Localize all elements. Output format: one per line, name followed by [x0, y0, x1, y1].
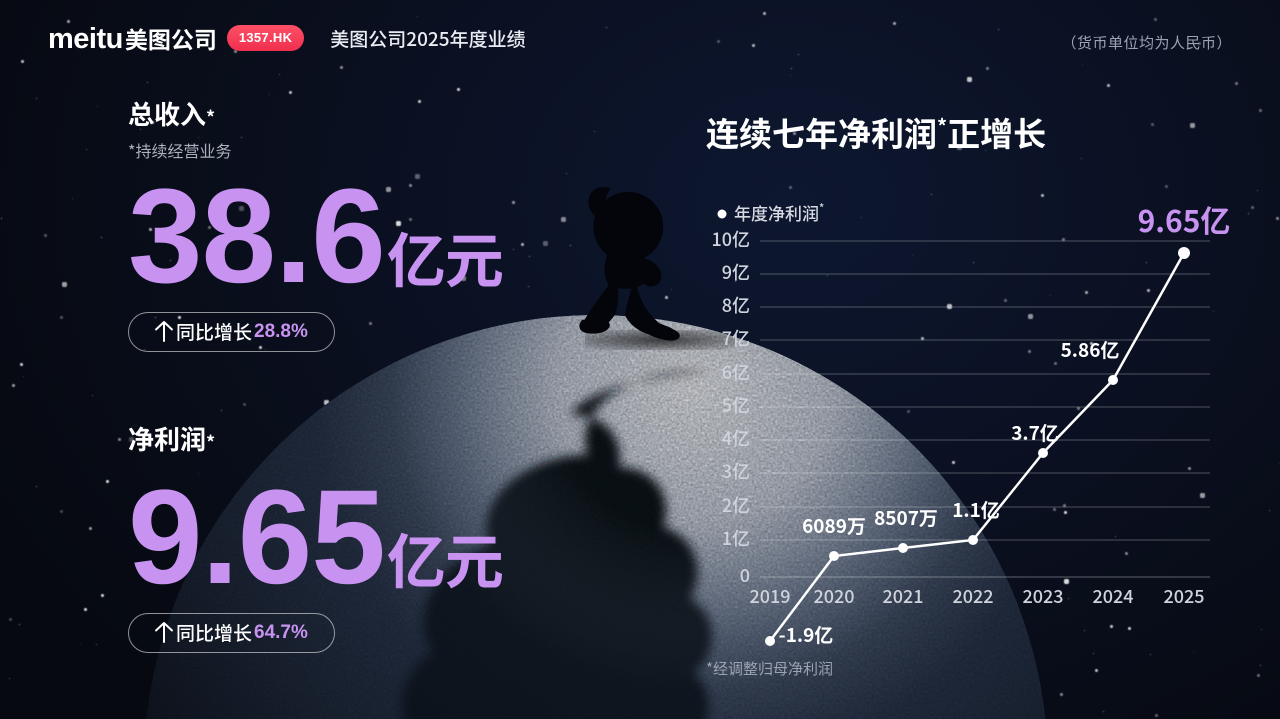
svg-text:2024: 2024 [1092, 583, 1133, 609]
svg-text:*经调整归母净利润: *经调整归母净利润 [706, 658, 833, 679]
svg-text:2亿: 2亿 [722, 492, 750, 518]
svg-text:2022: 2022 [952, 583, 993, 609]
svg-text:3亿: 3亿 [722, 458, 750, 484]
svg-text:-1.9亿: -1.9亿 [779, 621, 834, 648]
svg-text:2023: 2023 [1022, 583, 1063, 609]
svg-text:7亿: 7亿 [722, 325, 750, 351]
svg-text:0: 0 [740, 562, 750, 588]
svg-text:1亿: 1亿 [722, 525, 750, 551]
svg-text:3.7亿: 3.7亿 [1011, 419, 1059, 446]
svg-text:2021: 2021 [882, 583, 923, 609]
svg-text:2019: 2019 [749, 583, 790, 609]
svg-text:8507万: 8507万 [874, 504, 938, 531]
svg-text:1.1亿: 1.1亿 [952, 496, 1000, 523]
svg-text:8亿: 8亿 [722, 292, 750, 318]
svg-text:9.65亿: 9.65亿 [1138, 197, 1231, 241]
svg-text:5.86亿: 5.86亿 [1061, 336, 1120, 363]
svg-text:年度净利润*: 年度净利润* [734, 200, 824, 225]
svg-text:9亿: 9亿 [722, 259, 750, 285]
svg-text:6089万: 6089万 [802, 512, 866, 539]
svg-text:2020: 2020 [813, 583, 854, 609]
svg-text:10亿: 10亿 [711, 226, 750, 252]
svg-text:5亿: 5亿 [722, 392, 750, 418]
svg-text:6亿: 6亿 [722, 359, 750, 385]
svg-text:2025: 2025 [1163, 583, 1204, 609]
svg-text:4亿: 4亿 [722, 425, 750, 451]
